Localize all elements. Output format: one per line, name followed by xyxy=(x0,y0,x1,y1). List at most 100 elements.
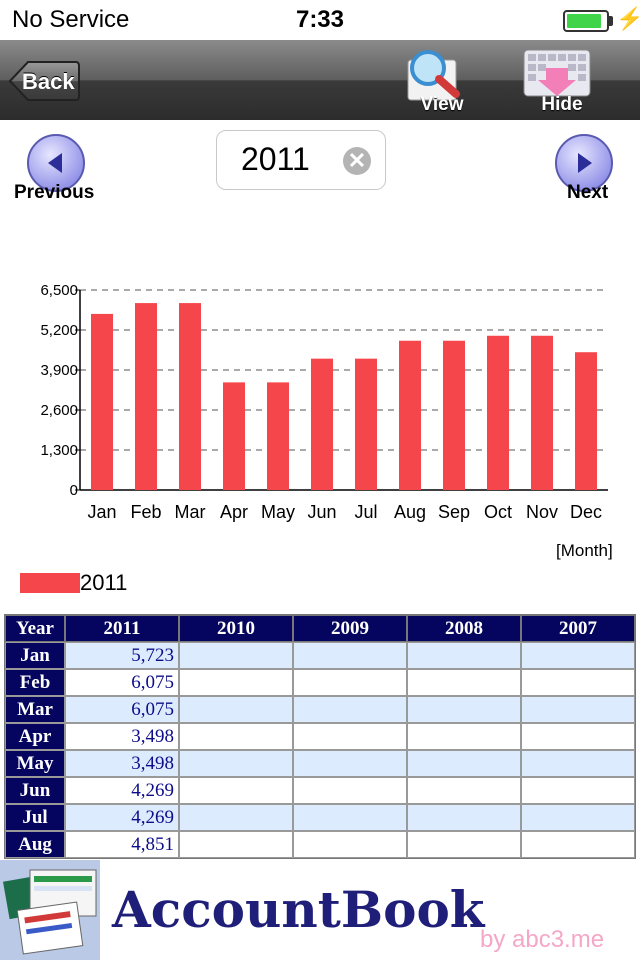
x-tick-label: Jan xyxy=(87,502,116,522)
table-cell[interactable] xyxy=(293,642,407,669)
clock: 7:33 xyxy=(295,6,345,33)
bar-jan xyxy=(91,313,113,490)
table-cell[interactable] xyxy=(521,696,635,723)
table-cell[interactable] xyxy=(521,669,635,696)
table-header: 2008 xyxy=(407,615,521,642)
table-cell[interactable] xyxy=(179,669,293,696)
x-tick-label: Jun xyxy=(307,502,336,522)
bar-feb xyxy=(135,303,157,490)
bar-nov xyxy=(531,335,553,490)
app-icon-spreadsheet xyxy=(0,860,100,960)
table-cell[interactable] xyxy=(521,750,635,777)
table-cell[interactable]: 4,269 xyxy=(65,804,179,831)
table-cell[interactable] xyxy=(293,750,407,777)
toolbar: Back View Hide xyxy=(0,40,640,120)
x-tick-label: Jul xyxy=(354,502,377,522)
table-cell[interactable] xyxy=(521,723,635,750)
battery-tip xyxy=(609,16,613,26)
table-cell[interactable] xyxy=(521,804,635,831)
table-cell[interactable] xyxy=(179,642,293,669)
year-input[interactable]: 2011 ✕ xyxy=(216,130,386,190)
table-cell[interactable]: 4,269 xyxy=(65,777,179,804)
table-cell[interactable] xyxy=(179,831,293,858)
row-month: Jan xyxy=(5,642,65,669)
table-cell[interactable] xyxy=(407,750,521,777)
app-name: AccountBook xyxy=(112,880,485,939)
arrow-right-circle-icon xyxy=(555,134,613,192)
row-month: Feb xyxy=(5,669,65,696)
credit-label: by abc3.me xyxy=(480,926,605,953)
table-cell[interactable] xyxy=(407,804,521,831)
table-row: May 3,498 xyxy=(5,750,635,777)
app-banner[interactable]: AccountBook by abc3.me xyxy=(0,860,640,960)
table-cell[interactable]: 5,723 xyxy=(65,642,179,669)
app-icon-art xyxy=(0,860,100,960)
bolt-icon: ⚡ xyxy=(616,6,640,31)
next-label: Next xyxy=(567,182,609,203)
table-cell[interactable] xyxy=(521,831,635,858)
table-cell[interactable] xyxy=(407,696,521,723)
table-row: Jun 4,269 xyxy=(5,777,635,804)
table-cell[interactable] xyxy=(407,831,521,858)
back-label: Back xyxy=(22,69,75,94)
back-button[interactable]: Back xyxy=(8,60,80,102)
row-month: May xyxy=(5,750,65,777)
previous-year-button[interactable] xyxy=(26,133,86,193)
bar-jul xyxy=(355,358,377,490)
monthly-bar-chart: 0 1,300 2,600 3,900 5,200 6,500 Jan Feb Mar Apr Ma… xyxy=(0,270,640,560)
table-header: 2007 xyxy=(521,615,635,642)
previous-label: Previous xyxy=(14,182,95,203)
table-cell[interactable]: 3,498 xyxy=(65,750,179,777)
table-cell[interactable]: 6,075 xyxy=(65,669,179,696)
row-month: Aug xyxy=(5,831,65,858)
table-cell[interactable] xyxy=(179,723,293,750)
view-button[interactable]: View xyxy=(402,46,482,118)
table-cell[interactable] xyxy=(407,642,521,669)
table-cell[interactable] xyxy=(179,750,293,777)
table-cell[interactable] xyxy=(293,723,407,750)
table-cell[interactable]: 3,498 xyxy=(65,723,179,750)
battery-level xyxy=(567,14,602,28)
keyboard-hide-icon xyxy=(523,49,591,97)
table-cell[interactable] xyxy=(521,777,635,804)
table-cell[interactable] xyxy=(293,831,407,858)
carrier-label: No Service xyxy=(12,6,130,33)
x-tick-label: Aug xyxy=(394,502,426,522)
next-year-button[interactable] xyxy=(554,133,614,193)
table-cell[interactable]: 4,851 xyxy=(65,831,179,858)
hide-keyboard-button[interactable]: Hide xyxy=(522,46,602,118)
table-cell[interactable] xyxy=(179,804,293,831)
table-cell[interactable] xyxy=(179,777,293,804)
chart-svg: 0 1,300 2,600 3,900 5,200 6,500 Jan Feb Mar Apr Ma… xyxy=(40,282,608,522)
x-tick-label: Dec xyxy=(570,502,602,522)
x-tick-label: Feb xyxy=(130,502,161,522)
table-cell[interactable] xyxy=(407,669,521,696)
table-cell[interactable] xyxy=(293,804,407,831)
y-tick-label: 3,900 xyxy=(40,362,78,379)
y-tick-label: 1,300 xyxy=(40,442,78,459)
table-cell[interactable] xyxy=(293,777,407,804)
hide-label: Hide xyxy=(541,94,583,115)
y-tick-label: 6,500 xyxy=(40,282,78,299)
table-cell[interactable]: 6,075 xyxy=(65,696,179,723)
row-month: Jun xyxy=(5,777,65,804)
table-cell[interactable] xyxy=(407,723,521,750)
table-cell[interactable] xyxy=(293,696,407,723)
data-table: Year 2011 2010 2009 2008 2007 Jan 5,723 … xyxy=(4,614,636,859)
x-tick-label: Apr xyxy=(220,502,248,522)
battery-icon xyxy=(563,10,609,32)
table-row: Apr 3,498 xyxy=(5,723,635,750)
legend-swatch xyxy=(20,573,80,593)
table-cell[interactable] xyxy=(521,642,635,669)
table-row: Feb 6,075 xyxy=(5,669,635,696)
table-header-row: Year 2011 2010 2009 2008 2007 xyxy=(5,615,635,642)
table-cell[interactable] xyxy=(407,777,521,804)
table-row: Mar 6,075 xyxy=(5,696,635,723)
bar-mar xyxy=(179,303,201,490)
table-cell[interactable] xyxy=(293,669,407,696)
magnifier-icon xyxy=(407,50,460,101)
table-cell[interactable] xyxy=(179,696,293,723)
y-tick-label: 2,600 xyxy=(40,402,78,419)
y-tick-label: 0 xyxy=(70,482,78,499)
clear-circle-icon[interactable]: ✕ xyxy=(343,147,371,175)
